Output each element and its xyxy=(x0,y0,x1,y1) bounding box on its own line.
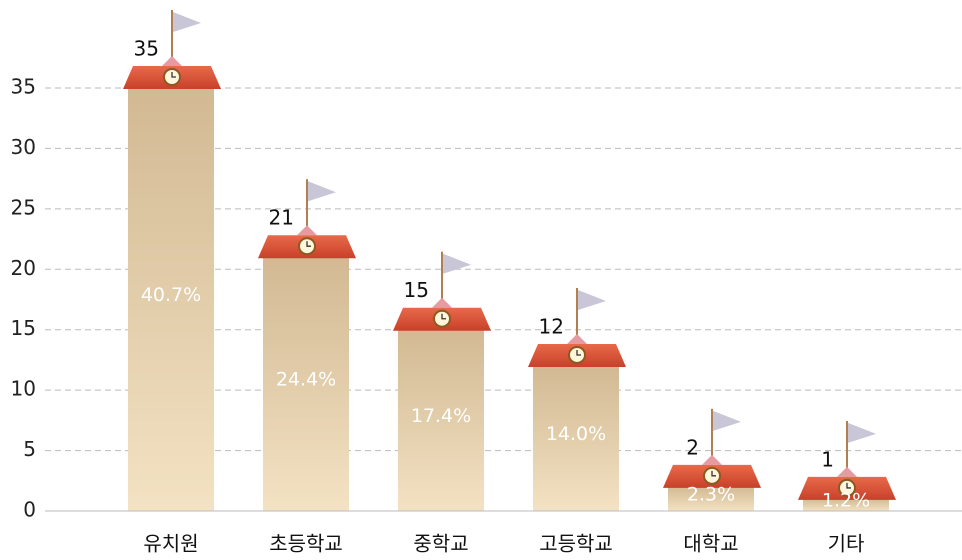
roof-top xyxy=(297,225,317,235)
value-label: 2 xyxy=(686,435,699,459)
flag xyxy=(848,423,876,443)
y-tick-label: 10 xyxy=(11,377,36,401)
share-label: 1.2% xyxy=(822,489,870,511)
share-label: 24.4% xyxy=(276,369,336,391)
y-tick-label: 15 xyxy=(11,316,36,340)
roof-top xyxy=(432,298,452,308)
roof-top xyxy=(837,467,857,477)
share-label: 14.0% xyxy=(546,423,606,445)
roof xyxy=(663,409,761,488)
roof-top xyxy=(702,455,722,465)
chart: 05101520253035유치원3540.7%초등학교2124.4%중학교15… xyxy=(0,0,962,560)
x-tick-label: 대학교 xyxy=(683,532,738,556)
roof xyxy=(798,421,896,500)
y-tick-label: 30 xyxy=(11,135,36,159)
share-label: 17.4% xyxy=(411,405,471,427)
y-tick-label: 5 xyxy=(23,437,36,461)
y-tick-label: 35 xyxy=(11,75,36,99)
roof-top xyxy=(567,334,587,344)
flag xyxy=(173,12,201,32)
flag xyxy=(443,254,471,274)
value-label: 15 xyxy=(404,278,429,302)
x-tick-label: 고등학교 xyxy=(539,532,613,556)
y-tick-label: 20 xyxy=(11,256,36,280)
y-tick-label: 0 xyxy=(23,498,36,522)
value-label: 21 xyxy=(269,206,294,230)
x-tick-label: 유치원 xyxy=(143,532,198,556)
value-label: 1 xyxy=(821,447,834,471)
flag xyxy=(308,181,336,201)
flag xyxy=(578,290,606,310)
value-label: 12 xyxy=(539,314,564,338)
share-label: 40.7% xyxy=(141,284,201,306)
x-tick-label: 초등학교 xyxy=(269,532,343,556)
y-tick-label: 25 xyxy=(11,195,36,219)
flag xyxy=(713,411,741,431)
share-label: 2.3% xyxy=(687,483,735,505)
value-label: 35 xyxy=(134,37,159,61)
roof-top xyxy=(162,56,182,66)
x-tick-label: 중학교 xyxy=(413,532,468,556)
x-tick-label: 기타 xyxy=(828,532,865,556)
